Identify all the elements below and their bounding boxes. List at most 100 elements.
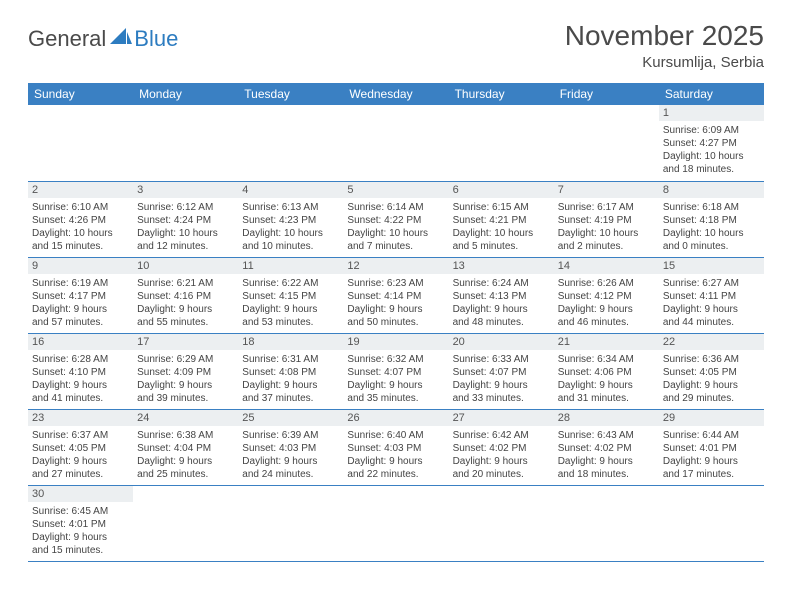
calendar-cell: 21Sunrise: 6:34 AMSunset: 4:06 PMDayligh… [554, 333, 659, 409]
day-detail-line: Sunrise: 6:27 AM [663, 277, 760, 290]
calendar-cell: 12Sunrise: 6:23 AMSunset: 4:14 PMDayligh… [343, 257, 448, 333]
day-detail-line: Sunrise: 6:14 AM [347, 201, 444, 214]
day-number: 15 [659, 258, 764, 274]
calendar-cell: 15Sunrise: 6:27 AMSunset: 4:11 PMDayligh… [659, 257, 764, 333]
day-details: Sunrise: 6:39 AMSunset: 4:03 PMDaylight:… [238, 426, 343, 485]
day-details: Sunrise: 6:18 AMSunset: 4:18 PMDaylight:… [659, 198, 764, 257]
calendar-cell: 16Sunrise: 6:28 AMSunset: 4:10 PMDayligh… [28, 333, 133, 409]
calendar-cell: 20Sunrise: 6:33 AMSunset: 4:07 PMDayligh… [449, 333, 554, 409]
day-detail-line: and 39 minutes. [137, 392, 234, 405]
day-detail-line: Sunset: 4:27 PM [663, 137, 760, 150]
calendar-body: 1Sunrise: 6:09 AMSunset: 4:27 PMDaylight… [28, 105, 764, 561]
day-detail-line: Daylight: 9 hours [453, 379, 550, 392]
day-detail-line: Sunset: 4:07 PM [347, 366, 444, 379]
day-detail-line: Sunset: 4:13 PM [453, 290, 550, 303]
day-detail-line: Sunrise: 6:42 AM [453, 429, 550, 442]
calendar-cell-empty [659, 485, 764, 561]
calendar-cell: 11Sunrise: 6:22 AMSunset: 4:15 PMDayligh… [238, 257, 343, 333]
calendar-row: 23Sunrise: 6:37 AMSunset: 4:05 PMDayligh… [28, 409, 764, 485]
day-detail-line: Sunset: 4:09 PM [137, 366, 234, 379]
day-detail-line: Sunrise: 6:29 AM [137, 353, 234, 366]
day-details: Sunrise: 6:42 AMSunset: 4:02 PMDaylight:… [449, 426, 554, 485]
day-detail-line: and 53 minutes. [242, 316, 339, 329]
day-detail-line: Daylight: 10 hours [32, 227, 129, 240]
day-detail-line: Sunset: 4:05 PM [32, 442, 129, 455]
day-detail-line: Sunrise: 6:33 AM [453, 353, 550, 366]
day-detail-line: Sunset: 4:02 PM [453, 442, 550, 455]
day-number: 12 [343, 258, 448, 274]
day-detail-line: Daylight: 9 hours [347, 303, 444, 316]
day-detail-line: Sunrise: 6:31 AM [242, 353, 339, 366]
day-detail-line: and 41 minutes. [32, 392, 129, 405]
day-detail-line: Sunset: 4:14 PM [347, 290, 444, 303]
day-detail-line: and 33 minutes. [453, 392, 550, 405]
day-number: 6 [449, 182, 554, 198]
calendar-cell: 26Sunrise: 6:40 AMSunset: 4:03 PMDayligh… [343, 409, 448, 485]
day-detail-line: and 10 minutes. [242, 240, 339, 253]
day-detail-line: Daylight: 9 hours [242, 303, 339, 316]
calendar-cell: 24Sunrise: 6:38 AMSunset: 4:04 PMDayligh… [133, 409, 238, 485]
day-detail-line: Sunrise: 6:15 AM [453, 201, 550, 214]
day-number: 3 [133, 182, 238, 198]
calendar-cell-empty [28, 105, 133, 181]
day-detail-line: Sunrise: 6:40 AM [347, 429, 444, 442]
day-number: 13 [449, 258, 554, 274]
day-number: 5 [343, 182, 448, 198]
day-detail-line: Sunrise: 6:43 AM [558, 429, 655, 442]
day-details: Sunrise: 6:21 AMSunset: 4:16 PMDaylight:… [133, 274, 238, 333]
day-detail-line: Daylight: 9 hours [558, 303, 655, 316]
day-detail-line: Daylight: 9 hours [242, 379, 339, 392]
day-detail-line: Daylight: 9 hours [347, 379, 444, 392]
day-detail-line: Sunset: 4:19 PM [558, 214, 655, 227]
day-detail-line: and 25 minutes. [137, 468, 234, 481]
calendar-cell: 19Sunrise: 6:32 AMSunset: 4:07 PMDayligh… [343, 333, 448, 409]
day-detail-line: Sunset: 4:02 PM [558, 442, 655, 455]
logo: General Blue [28, 20, 178, 52]
day-detail-line: and 20 minutes. [453, 468, 550, 481]
day-number: 28 [554, 410, 659, 426]
day-number: 7 [554, 182, 659, 198]
day-detail-line: Daylight: 9 hours [663, 455, 760, 468]
weekday-header: Tuesday [238, 83, 343, 105]
day-detail-line: Sunset: 4:05 PM [663, 366, 760, 379]
day-detail-line: Sunset: 4:22 PM [347, 214, 444, 227]
day-detail-line: and 24 minutes. [242, 468, 339, 481]
day-detail-line: and 55 minutes. [137, 316, 234, 329]
calendar-cell: 28Sunrise: 6:43 AMSunset: 4:02 PMDayligh… [554, 409, 659, 485]
day-number: 21 [554, 334, 659, 350]
day-details: Sunrise: 6:44 AMSunset: 4:01 PMDaylight:… [659, 426, 764, 485]
weekday-header: Thursday [449, 83, 554, 105]
day-detail-line: Sunset: 4:03 PM [242, 442, 339, 455]
day-detail-line: Daylight: 9 hours [32, 455, 129, 468]
title-block: November 2025 Kursumlija, Serbia [565, 20, 764, 71]
day-detail-line: Sunrise: 6:28 AM [32, 353, 129, 366]
day-detail-line: and 15 minutes. [32, 240, 129, 253]
calendar-cell-empty [554, 105, 659, 181]
day-details: Sunrise: 6:12 AMSunset: 4:24 PMDaylight:… [133, 198, 238, 257]
day-detail-line: and 35 minutes. [347, 392, 444, 405]
day-detail-line: Daylight: 10 hours [453, 227, 550, 240]
day-detail-line: and 18 minutes. [663, 163, 760, 176]
day-detail-line: Sunset: 4:18 PM [663, 214, 760, 227]
day-details: Sunrise: 6:37 AMSunset: 4:05 PMDaylight:… [28, 426, 133, 485]
calendar-page: General Blue November 2025 Kursumlija, S… [0, 0, 792, 582]
day-details: Sunrise: 6:32 AMSunset: 4:07 PMDaylight:… [343, 350, 448, 409]
calendar-cell: 27Sunrise: 6:42 AMSunset: 4:02 PMDayligh… [449, 409, 554, 485]
calendar-cell: 23Sunrise: 6:37 AMSunset: 4:05 PMDayligh… [28, 409, 133, 485]
day-detail-line: Daylight: 9 hours [32, 303, 129, 316]
day-detail-line: Sunset: 4:01 PM [663, 442, 760, 455]
day-detail-line: Sunset: 4:24 PM [137, 214, 234, 227]
day-detail-line: Daylight: 9 hours [137, 455, 234, 468]
day-detail-line: Sunrise: 6:45 AM [32, 505, 129, 518]
calendar-table: Sunday Monday Tuesday Wednesday Thursday… [28, 83, 764, 562]
day-number: 23 [28, 410, 133, 426]
day-details: Sunrise: 6:33 AMSunset: 4:07 PMDaylight:… [449, 350, 554, 409]
day-detail-line: Sunrise: 6:26 AM [558, 277, 655, 290]
weekday-header: Friday [554, 83, 659, 105]
day-detail-line: Sunrise: 6:24 AM [453, 277, 550, 290]
day-detail-line: Sunrise: 6:37 AM [32, 429, 129, 442]
day-details: Sunrise: 6:38 AMSunset: 4:04 PMDaylight:… [133, 426, 238, 485]
day-details: Sunrise: 6:26 AMSunset: 4:12 PMDaylight:… [554, 274, 659, 333]
day-number: 29 [659, 410, 764, 426]
calendar-cell: 1Sunrise: 6:09 AMSunset: 4:27 PMDaylight… [659, 105, 764, 181]
